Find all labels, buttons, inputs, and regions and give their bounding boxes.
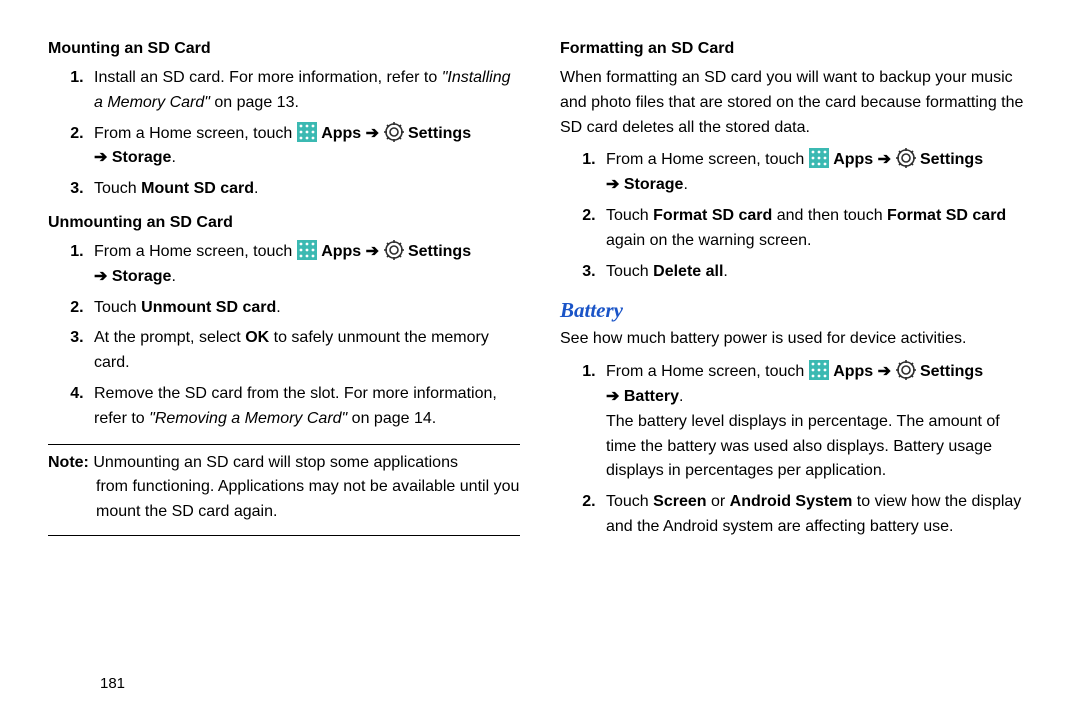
note-label: Note: [48,454,89,471]
arrow-icon: ➔ [878,151,891,168]
android-system-label: Android System [730,493,853,510]
text: again on the warning screen. [606,232,811,249]
note-rule-bottom [48,535,520,536]
text: From a Home screen, touch [606,151,809,168]
text: Touch [94,299,141,316]
arrow-icon: ➔ [606,388,619,405]
text: on page 13. [210,94,299,111]
settings-icon [896,360,916,380]
settings-icon [384,240,404,260]
settings-label: Settings [408,243,471,260]
text: From a Home screen, touch [606,363,809,380]
apps-label: Apps [833,363,873,380]
text: Touch [606,207,653,224]
heading-mounting: Mounting an SD Card [48,40,520,58]
battery-step-1-body: The battery level displays in percentage… [606,413,1000,480]
note-rule-top [48,444,520,445]
settings-label: Settings [920,363,983,380]
formatting-step-1: From a Home screen, touch Apps ➔ Setting… [600,148,1032,198]
heading-unmounting: Unmounting an SD Card [48,214,520,232]
unmounting-step-1: From a Home screen, touch Apps ➔ Setting… [88,240,520,290]
apps-icon [297,240,317,260]
mounting-step-3: Touch Mount SD card. [88,177,520,202]
unmounting-step-3: At the prompt, select OK to safely unmou… [88,326,520,376]
mounting-step-1: Install an SD card. For more information… [88,66,520,116]
apps-icon [809,360,829,380]
note-block: Note: Unmounting an SD card will stop so… [48,451,520,525]
ref-removing: "Removing a Memory Card" [149,410,347,427]
settings-icon [896,148,916,168]
battery-label: Battery [624,388,679,405]
text: At the prompt, select [94,329,245,346]
list-battery: From a Home screen, touch Apps ➔ Setting… [560,360,1032,540]
arrow-icon: ➔ [366,125,379,142]
text: Install an SD card. For more information… [94,69,442,86]
text: From a Home screen, touch [94,125,297,142]
mounting-step-2: From a Home screen, touch Apps ➔ Setting… [88,122,520,172]
formatting-intro: When formatting an SD card you will want… [560,66,1032,140]
format-sd-label-2: Format SD card [887,207,1006,224]
text: Touch [606,263,653,280]
text: or [707,493,730,510]
formatting-step-3: Touch Delete all. [600,260,1032,285]
note-text-1: Unmounting an SD card will stop some app… [89,454,458,471]
unmount-sd-label: Unmount SD card [141,299,276,316]
storage-label: Storage [112,268,172,285]
text: Touch [94,180,141,197]
page-number: 181 [100,675,125,692]
text: on page 14. [347,410,436,427]
settings-label: Settings [408,125,471,142]
formatting-step-2: Touch Format SD card and then touch Form… [600,204,1032,254]
storage-label: Storage [112,149,172,166]
section-battery: Battery [560,298,1032,323]
delete-all-label: Delete all [653,263,723,280]
format-sd-label: Format SD card [653,207,772,224]
unmounting-step-2: Touch Unmount SD card. [88,296,520,321]
text: . [276,299,280,316]
arrow-icon: ➔ [94,149,107,166]
battery-intro: See how much battery power is used for d… [560,327,1032,352]
text: . [723,263,727,280]
text: and then touch [772,207,887,224]
arrow-icon: ➔ [366,243,379,260]
text: From a Home screen, touch [94,243,297,260]
text: . [254,180,258,197]
apps-label: Apps [833,151,873,168]
arrow-icon: ➔ [606,176,619,193]
storage-label: Storage [624,176,684,193]
battery-step-1: From a Home screen, touch Apps ➔ Setting… [600,360,1032,484]
apps-icon [297,122,317,142]
ok-label: OK [245,329,269,346]
list-formatting: From a Home screen, touch Apps ➔ Setting… [560,148,1032,284]
apps-icon [809,148,829,168]
list-unmounting: From a Home screen, touch Apps ➔ Setting… [48,240,520,432]
text: Touch [606,493,653,510]
heading-formatting: Formatting an SD Card [560,40,1032,58]
settings-icon [384,122,404,142]
note-text-2: from functioning. Applications may not b… [48,475,520,525]
right-column: Formatting an SD Card When formatting an… [560,40,1032,700]
mount-sd-label: Mount SD card [141,180,254,197]
left-column: Mounting an SD Card Install an SD card. … [48,40,520,700]
apps-label: Apps [321,125,361,142]
arrow-icon: ➔ [878,363,891,380]
screen-label: Screen [653,493,706,510]
apps-label: Apps [321,243,361,260]
unmounting-step-4: Remove the SD card from the slot. For mo… [88,382,520,432]
manual-page: Mounting an SD Card Install an SD card. … [0,0,1080,720]
list-mounting: Install an SD card. For more information… [48,66,520,202]
battery-step-2: Touch Screen or Android System to view h… [600,490,1032,540]
settings-label: Settings [920,151,983,168]
arrow-icon: ➔ [94,268,107,285]
